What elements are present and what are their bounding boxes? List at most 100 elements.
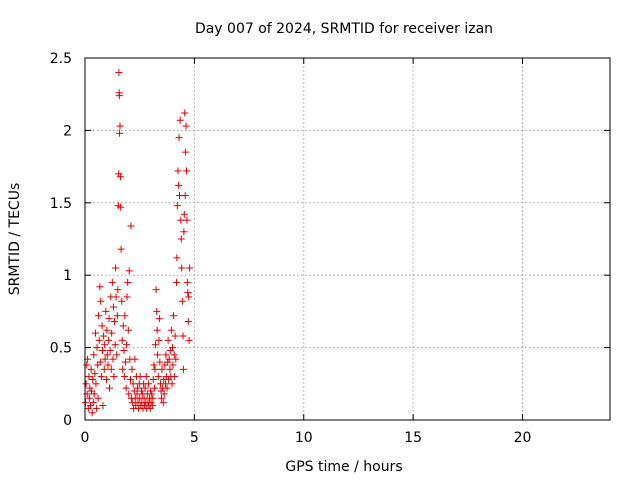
data-point (116, 173, 124, 181)
data-point (180, 228, 188, 236)
data-point (91, 370, 99, 378)
data-point (175, 134, 183, 142)
data-point (95, 312, 103, 320)
data-point (177, 235, 185, 243)
data-point (158, 394, 166, 402)
data-point (180, 210, 188, 218)
data-point (178, 264, 186, 272)
data-point (92, 380, 100, 388)
y-tick-label: 2.5 (50, 51, 72, 67)
data-point (108, 329, 116, 337)
data-point (118, 297, 126, 305)
data-point (97, 373, 105, 381)
data-point (149, 375, 157, 383)
data-point (89, 375, 97, 383)
data-point (170, 312, 178, 320)
data-point (111, 341, 119, 349)
y-axis-label: SRMTID / TECUs (7, 183, 23, 296)
data-point (167, 326, 175, 334)
data-point (119, 365, 127, 373)
data-point (103, 351, 111, 359)
y-tick-label: 0 (63, 413, 72, 429)
data-point (186, 264, 194, 272)
data-point (111, 318, 119, 326)
data-point (151, 365, 159, 373)
data-point (104, 361, 112, 369)
data-point (108, 278, 116, 286)
data-point (125, 390, 133, 398)
x-tick-label: 0 (81, 430, 90, 446)
data-point (152, 286, 160, 294)
data-point (162, 351, 170, 359)
data-point (82, 380, 90, 388)
data-point (175, 181, 183, 189)
data-point (151, 384, 159, 392)
data-point (125, 267, 133, 275)
data-point (172, 355, 180, 363)
data-point (179, 332, 187, 340)
data-point (117, 245, 125, 253)
data-point (137, 387, 145, 395)
data-point (183, 278, 191, 286)
data-point (115, 170, 123, 178)
data-point (97, 297, 105, 305)
data-point (85, 373, 93, 381)
data-point (164, 358, 172, 366)
data-point (96, 358, 104, 366)
data-point (148, 402, 156, 410)
y-tick-label: 1.5 (50, 196, 72, 212)
data-point (112, 293, 120, 301)
data-point (86, 384, 94, 392)
data-point (113, 312, 121, 320)
data-point (109, 355, 117, 363)
data-point (184, 318, 192, 326)
data-point (110, 373, 118, 381)
data-point (102, 307, 110, 315)
data-point (174, 167, 182, 175)
data-point (99, 346, 106, 354)
data-point (114, 286, 122, 294)
data-point (96, 283, 104, 291)
data-point (163, 384, 171, 392)
data-point (173, 254, 181, 262)
data-point (184, 289, 192, 297)
data-point (129, 380, 137, 388)
data-point (123, 293, 131, 301)
data-point (170, 351, 178, 359)
data-point (154, 351, 162, 359)
grid-lines (85, 58, 610, 420)
data-point (149, 394, 157, 402)
data-point (182, 148, 190, 156)
data-point (154, 373, 162, 381)
y-tick-label: 1 (63, 268, 72, 284)
data-point (182, 122, 190, 130)
data-point (128, 365, 136, 373)
data-point (89, 399, 97, 407)
data-point (171, 332, 179, 340)
data-point (157, 387, 165, 395)
x-tick-label: 5 (190, 430, 199, 446)
data-point (131, 355, 139, 363)
data-point (124, 278, 132, 286)
data-point (169, 344, 176, 352)
data-points (81, 68, 194, 417)
y-tick-label: 2 (63, 123, 72, 139)
data-point (160, 390, 168, 398)
data-point (183, 216, 191, 224)
data-point (120, 346, 128, 354)
data-point (173, 202, 181, 210)
data-point (181, 109, 189, 117)
y-tick-label: 0.5 (50, 341, 72, 357)
data-point (166, 365, 174, 373)
data-point (119, 322, 127, 330)
x-tick-label: 15 (404, 430, 422, 446)
data-point (151, 341, 159, 349)
data-point (172, 278, 180, 286)
data-point (156, 358, 164, 366)
data-point (148, 390, 156, 398)
data-point (92, 404, 100, 412)
data-point (105, 336, 113, 344)
data-point (161, 361, 169, 369)
data-point (101, 341, 109, 349)
data-point (109, 303, 117, 311)
